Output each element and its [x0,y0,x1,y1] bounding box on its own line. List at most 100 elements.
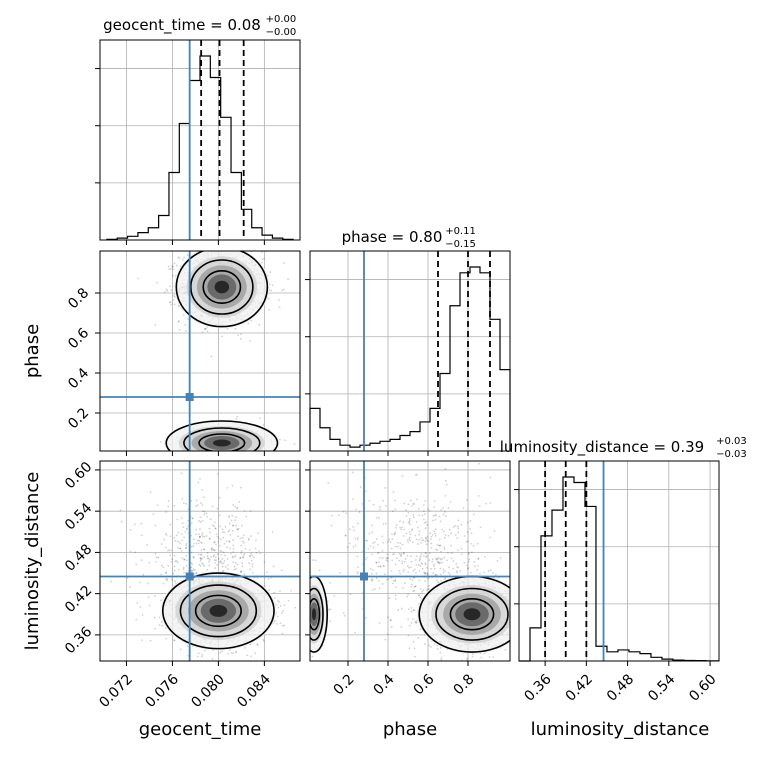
sample-point [169,535,172,538]
sample-point [434,528,437,531]
sample-point [165,578,167,580]
sample-point [255,539,257,542]
sample-point [217,558,220,560]
sample-point [466,521,469,524]
sample-point [447,551,449,554]
sample-point [273,597,276,599]
sample-point [239,552,242,554]
sample-point [216,535,219,538]
sample-point [355,508,357,511]
sample-point [217,537,220,540]
sample-point [197,652,200,655]
sample-point [190,551,193,554]
sample-point [148,604,151,607]
sample-point [243,573,246,576]
sample-point [413,586,416,588]
sample-point [348,528,351,531]
sample-point [281,632,284,635]
sample-point [169,267,172,270]
sample-point [282,610,285,613]
sample-point [232,524,235,527]
sample-point [235,516,237,519]
sample-point [404,558,407,560]
sample-point [401,562,404,565]
sample-point [203,511,206,513]
sample-point [430,645,432,648]
sample-point [237,535,239,538]
sample-point [395,557,398,560]
sample-point [263,585,266,587]
sample-point [172,572,175,575]
sample-point [423,571,426,574]
sample-point [183,256,186,259]
sample-point [172,268,175,271]
sample-point [241,540,244,543]
histogram-geocent_time [106,55,294,240]
sample-point [216,507,219,510]
sample-point [134,551,137,554]
sample-point [219,538,222,541]
sample-point [392,553,394,556]
sample-point [382,499,385,502]
sample-point [198,536,201,539]
sample-point [199,477,201,480]
sample-point [466,657,469,660]
sample-point [426,588,429,591]
sample-point [345,512,348,515]
sample-point [193,538,195,541]
sample-point [428,584,430,587]
sample-point [206,551,209,554]
sample-point [170,578,173,581]
sample-point [186,645,189,648]
sample-point [193,556,195,559]
sample-point [469,520,472,522]
sample-point [176,518,179,521]
sample-point [492,572,495,574]
sample-point [209,531,211,534]
sample-point [182,568,185,571]
sample-point [266,571,268,574]
sample-point [478,462,480,465]
sample-point [254,547,257,550]
sample-point [433,500,436,503]
sample-point [369,567,372,570]
sample-point [440,579,442,582]
density-level [212,439,231,447]
sample-point [224,525,227,528]
sample-point [422,589,425,592]
sample-point [410,555,413,558]
sample-point [253,556,255,559]
sample-point [240,524,243,527]
sample-point [206,555,209,558]
sample-point [224,554,226,557]
sample-point [381,535,384,538]
sample-point [187,508,190,511]
sample-point [234,561,237,564]
sample-point [242,556,245,559]
sample-point [414,534,417,537]
contour-line [194,594,242,628]
sample-point [387,616,389,619]
sample-point [418,530,421,533]
sample-point [175,264,178,267]
sample-point [379,565,381,567]
sample-point [489,569,492,572]
sample-point [280,569,283,572]
sample-point [171,558,173,561]
sample-point [201,534,203,536]
sample-point [183,536,186,539]
sample-point [389,619,392,622]
sample-point [268,589,270,592]
sample-point [177,256,180,259]
sample-point [199,559,202,562]
sample-point [400,625,403,628]
sample-point [218,514,221,517]
sample-point [213,549,216,551]
sample-point [447,571,450,574]
sample-point [177,305,180,308]
sample-point [407,608,410,611]
sample-point [128,586,131,588]
sample-point [278,306,281,309]
sample-point [388,539,391,541]
sample-point [181,557,184,560]
